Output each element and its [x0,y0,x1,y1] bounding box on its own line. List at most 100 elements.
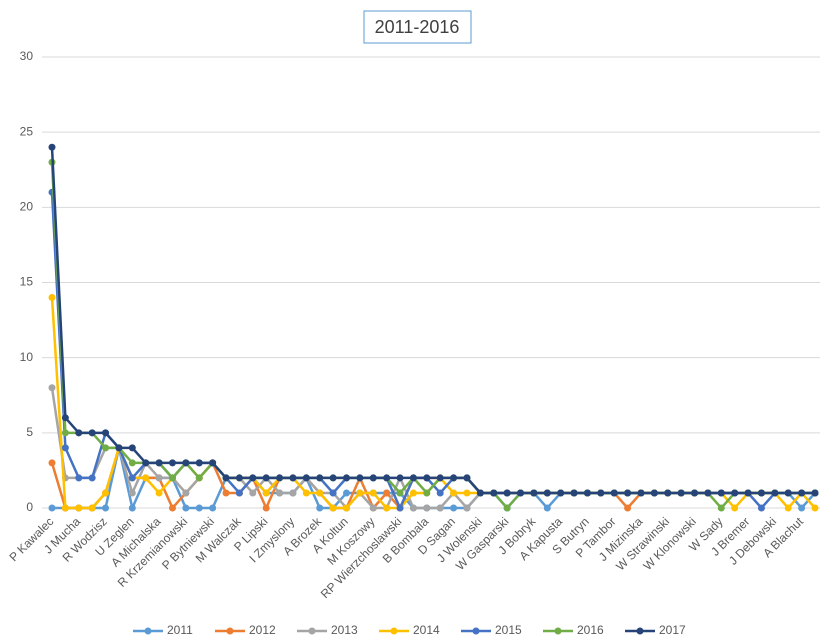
point [798,489,806,497]
point [182,504,190,512]
point [356,474,364,482]
point [128,504,136,512]
y-tick-label: 5 [26,425,33,439]
point [570,489,578,497]
point [88,474,96,482]
point [48,384,56,392]
point [195,474,203,482]
series-line [50,297,816,510]
point [222,489,230,497]
legend-marker [554,627,562,635]
point [235,489,243,497]
point [811,504,819,512]
point [396,504,404,512]
point [195,459,203,467]
point [128,474,136,482]
point [316,474,324,482]
point [691,489,699,497]
point [704,489,712,497]
point [543,489,551,497]
point [731,489,739,497]
point [409,474,417,482]
point [168,459,176,467]
legend-label: 2014 [413,623,440,637]
point [249,489,257,497]
point [128,489,136,497]
legend-label: 2013 [331,623,358,637]
point [329,489,337,497]
point [329,474,337,482]
point [75,474,83,482]
point [396,474,404,482]
point [463,504,471,512]
point [262,474,270,482]
point [195,504,203,512]
point [75,504,83,512]
point [490,489,498,497]
point [142,474,150,482]
point [784,504,792,512]
point [436,474,444,482]
point [624,504,632,512]
point [637,489,645,497]
point [731,504,739,512]
point [409,504,417,512]
point [530,489,538,497]
legend-label: 2012 [249,623,276,637]
point [102,489,110,497]
point [503,489,511,497]
point [664,489,672,497]
point [102,444,110,452]
point [182,459,190,467]
point [235,474,243,482]
point [102,429,110,437]
point [209,459,217,467]
point [463,489,471,497]
point [383,489,391,497]
point [155,474,163,482]
point [88,429,96,437]
point [784,489,792,497]
point [517,489,525,497]
point [677,489,685,497]
legend-marker [472,627,480,635]
point [503,504,511,512]
y-tick-label: 10 [20,350,34,364]
series-line [50,162,815,510]
point [369,474,377,482]
point [423,489,431,497]
point [128,444,136,452]
title-box [363,10,472,44]
y-tick-label: 30 [20,49,34,63]
point [450,489,458,497]
series-line [50,147,815,495]
point [289,489,297,497]
point [342,474,350,482]
point [182,489,190,497]
point [289,474,297,482]
point [409,489,417,497]
point [302,489,310,497]
point [342,504,350,512]
point [168,474,176,482]
point [128,459,136,467]
legend-label: 2016 [577,623,604,637]
chart-title: 2011-2016 [375,17,460,37]
point [463,474,471,482]
point [383,474,391,482]
point [48,294,56,302]
point [155,489,163,497]
legend-marker [144,627,152,635]
point [383,504,391,512]
point [771,489,779,497]
point [302,474,310,482]
point [597,489,605,497]
point [369,489,377,497]
point [610,489,618,497]
point [423,474,431,482]
series-line [50,192,815,512]
point [88,504,96,512]
legend-marker [308,627,316,635]
point [757,504,765,512]
